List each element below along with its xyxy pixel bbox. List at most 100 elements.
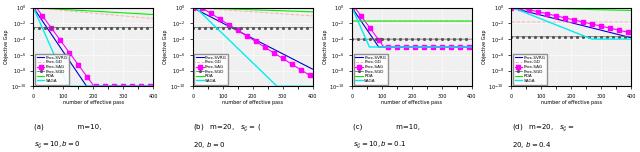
Prox-SGD [399, 38, 407, 40]
Prox-GD [299, 14, 307, 16]
Text: 20, $b = 0.4$: 20, $b = 0.4$ [512, 140, 551, 150]
Prox-SGD [564, 36, 572, 38]
Prox-SGD [595, 36, 602, 38]
Text: $s_\mathcal{G} = 10, b = 0$: $s_\mathcal{G} = 10, b = 0$ [34, 140, 81, 151]
SAGA [189, 7, 196, 9]
SAGA [435, 46, 443, 48]
Prox-SVRG [564, 21, 572, 23]
Prox-SAG [140, 85, 147, 87]
Prox-SVRG [189, 7, 196, 9]
Prox-SAG [299, 70, 307, 72]
Prox-GD [558, 21, 566, 23]
Prox-GD [149, 18, 157, 20]
Prox-SGD [464, 38, 472, 40]
RDA [618, 9, 625, 11]
Prox-SAG [80, 71, 88, 73]
Prox-SVRG [399, 46, 407, 48]
Prox-SGD [189, 27, 196, 28]
Prox-GD [618, 21, 625, 23]
RDA [468, 20, 476, 22]
Prox-SVRG [305, 66, 313, 68]
Prox-SGD [559, 36, 566, 38]
RDA [399, 20, 407, 22]
SAGA [116, 85, 124, 87]
Prox-SGD [468, 38, 476, 40]
Prox-SVRG [618, 34, 625, 36]
SAGA [81, 85, 88, 87]
SAGA [273, 85, 281, 87]
Prox-SGD [308, 27, 316, 28]
Prox-GD [464, 20, 472, 22]
Line: Prox-SGD: Prox-SGD [191, 26, 314, 29]
Legend: Prox-SVRG, Prox-GD, Prox-SAG, Prox-SGD, RDA, SAGA: Prox-SVRG, Prox-GD, Prox-SAG, Prox-SGD, … [35, 54, 69, 85]
Prox-SGD [299, 27, 307, 28]
Prox-SGD [618, 36, 625, 38]
Prox-GD [189, 7, 196, 9]
Prox-SAG [90, 85, 98, 87]
Line: SAGA: SAGA [193, 8, 312, 86]
Prox-SAG [149, 85, 157, 87]
Prox-SAG [116, 85, 124, 87]
Prox-SAG [399, 46, 406, 48]
Prox-SAG [380, 46, 388, 48]
Text: (b)   m=20,   $s_\mathcal{G}$ = (: (b) m=20, $s_\mathcal{G}$ = ( [193, 123, 262, 134]
Prox-SVRG [239, 33, 247, 34]
Prox-GD [86, 12, 94, 14]
Prox-GD [29, 7, 37, 9]
Prox-SVRG [458, 46, 466, 48]
RDA [246, 9, 253, 11]
Prox-SVRG [116, 85, 124, 87]
SAGA [399, 46, 406, 48]
SAGA [595, 38, 602, 40]
Prox-GD [435, 20, 443, 22]
SAGA [276, 85, 284, 87]
Line: Prox-SGD: Prox-SGD [350, 37, 474, 41]
Prox-SGD [305, 27, 313, 28]
Prox-SAG [146, 85, 154, 87]
Prox-SAG [276, 56, 284, 57]
RDA [458, 20, 466, 22]
RDA [149, 14, 157, 16]
SAGA [618, 38, 625, 40]
Prox-GD [623, 21, 631, 23]
X-axis label: number of effective pass: number of effective pass [222, 100, 283, 105]
Line: Prox-SAG: Prox-SAG [32, 6, 155, 88]
Prox-SAG [405, 46, 413, 48]
Prox-SAG [308, 76, 316, 78]
Prox-SVRG [375, 46, 383, 48]
Line: SAGA: SAGA [511, 8, 631, 39]
Prox-SVRG [83, 85, 90, 87]
Line: RDA: RDA [511, 8, 631, 10]
Prox-SVRG [276, 51, 284, 53]
SAGA [588, 38, 595, 40]
Prox-SGD [558, 36, 566, 38]
Text: (c)               m=10,: (c) m=10, [353, 123, 420, 130]
Prox-SAG [458, 46, 466, 48]
Prox-SAG [189, 7, 196, 9]
SAGA [627, 38, 635, 40]
Prox-GD [559, 21, 566, 23]
SAGA [623, 38, 631, 40]
Prox-SGD [81, 27, 88, 28]
Prox-SGD [348, 38, 356, 40]
RDA [80, 10, 88, 12]
Prox-GD [468, 20, 476, 22]
Prox-SAG [468, 46, 476, 48]
Line: Prox-SVRG: Prox-SVRG [33, 8, 153, 86]
SAGA [559, 27, 566, 28]
X-axis label: number of effective pass: number of effective pass [63, 100, 124, 105]
Prox-SAG [246, 37, 253, 39]
SAGA [308, 85, 316, 87]
Prox-GD [399, 20, 406, 22]
Prox-SAG [465, 46, 472, 48]
Line: Prox-SVRG: Prox-SVRG [352, 8, 472, 47]
Prox-SGD [246, 27, 253, 28]
SAGA [29, 7, 37, 9]
Prox-SVRG [146, 85, 154, 87]
Line: Prox-GD: Prox-GD [193, 8, 312, 16]
Prox-SGD [149, 27, 157, 28]
Text: (a)               m=10,: (a) m=10, [34, 123, 102, 130]
Prox-GD [246, 11, 253, 12]
RDA [308, 11, 316, 13]
Prox-SVRG [627, 37, 635, 39]
